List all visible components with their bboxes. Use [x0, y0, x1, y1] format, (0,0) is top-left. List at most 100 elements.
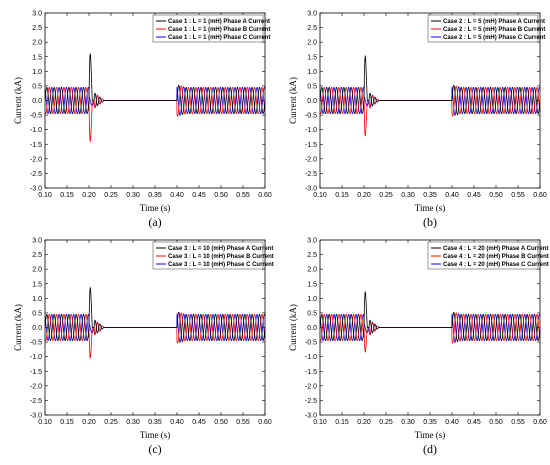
x-tick-label: 0.50 [214, 419, 228, 426]
legend: Case 1 : L = 1 (mH) Phase A Current Case … [152, 14, 270, 43]
series-line-phase-a [45, 53, 265, 116]
y-tick-label: 3.0 [32, 238, 42, 245]
y-tick-label: -0.5 [305, 113, 317, 120]
y-tick-label: -2.0 [305, 156, 317, 163]
y-tick-label: 3.0 [307, 11, 317, 18]
legend-entry: Case 4 : L = 20 (mH) Phase A Current [443, 246, 548, 252]
legend: Case 3 : L = 10 (mH) Phase A Current Case… [152, 241, 274, 270]
y-tick-label: -2.5 [305, 398, 317, 405]
y-axis-label: Current (kA) [288, 304, 298, 351]
y-tick-label: 0.0 [307, 325, 317, 332]
x-tick-label: 0.35 [423, 192, 437, 199]
x-tick-label: 0.60 [533, 192, 547, 199]
chart-panel-2: 0.10 0.15 0.20 0.25 0.30 0.35 0.40 0.45 0.50 0.55… [288, 11, 547, 230]
x-tick-label: 0.30 [401, 192, 415, 199]
x-tick-label: 0.25 [379, 419, 393, 426]
x-tick-label: 0.50 [214, 192, 228, 199]
x-tick-label: 0.35 [148, 192, 162, 199]
y-tick-label: -0.5 [30, 113, 42, 120]
y-tick-label: -1.0 [305, 127, 317, 134]
panel-label: (a) [148, 215, 161, 229]
y-tick-label: 2.5 [32, 252, 42, 259]
x-tick-label: 0.20 [82, 192, 96, 199]
x-tick-label: 0.55 [511, 192, 525, 199]
series-line-phase-b [45, 85, 265, 143]
x-tick-label: 0.25 [104, 419, 118, 426]
x-tick-label: 0.20 [357, 192, 371, 199]
legend-box [427, 14, 539, 43]
x-tick-label: 0.30 [401, 419, 415, 426]
legend: Case 2 : L = 5 (mH) Phase A Current Case … [427, 14, 545, 43]
y-tick-label: -2.5 [305, 171, 317, 178]
y-tick-label: 0.0 [307, 98, 317, 105]
x-tick-label: 0.10 [313, 192, 327, 199]
y-tick-label: 3.0 [32, 11, 42, 18]
x-tick-label: 0.45 [467, 192, 481, 199]
x-tick-label: 0.35 [148, 419, 162, 426]
y-axis-label: Current (kA) [288, 77, 298, 124]
x-tick-label: 0.15 [60, 192, 74, 199]
x-tick-label: 0.25 [379, 192, 393, 199]
y-tick-label: 0.5 [32, 310, 42, 317]
x-tick-label: 0.60 [258, 419, 272, 426]
y-tick-label: -2.5 [30, 398, 42, 405]
y-axis-label: Current (kA) [13, 304, 23, 351]
chart-panel-1: 0.10 0.15 0.20 0.25 0.30 0.35 0.40 0.45 0.50 0.55… [13, 11, 272, 230]
series-line-phase-b [320, 312, 540, 353]
legend-entry: Case 1 : L = 1 (mH) Phase B Current [168, 27, 270, 33]
y-tick-label: 2.5 [32, 25, 42, 32]
y-tick-label: 1.0 [32, 69, 42, 76]
panel-label: (c) [148, 442, 161, 456]
series-line-phase-a [320, 290, 540, 343]
x-tick-label: 0.15 [335, 192, 349, 199]
x-tick-label: 0.10 [38, 419, 52, 426]
y-tick-label: -0.5 [305, 340, 317, 347]
y-tick-label: 0.0 [32, 325, 42, 332]
y-tick-label: 0.5 [32, 83, 42, 90]
legend-entry: Case 2 : L = 5 (mH) Phase B Current [443, 27, 545, 33]
x-tick-label: 0.40 [170, 192, 184, 199]
y-tick-label: -3.0 [305, 186, 317, 193]
y-tick-label: 2.0 [32, 267, 42, 274]
y-tick-label: -1.5 [30, 369, 42, 376]
x-tick-label: 0.50 [489, 419, 503, 426]
series-line-phase-a [320, 54, 540, 116]
y-tick-label: -3.0 [30, 413, 42, 420]
y-tick-label: 2.5 [307, 25, 317, 32]
legend-box [427, 241, 539, 270]
x-tick-label: 0.30 [126, 419, 140, 426]
chart-panel-3: 0.10 0.15 0.20 0.25 0.30 0.35 0.40 0.45 0.50 0.55… [13, 238, 274, 457]
legend: Case 4 : L = 20 (mH) Phase A Current Case… [427, 241, 549, 270]
x-axis-label: Time (s) [140, 430, 170, 440]
x-axis-label: Time (s) [140, 203, 170, 213]
legend-entry: Case 3 : L = 10 (mH) Phase C Current [168, 262, 274, 268]
x-axis-label: Time (s) [415, 203, 445, 213]
x-tick-label: 0.15 [60, 419, 74, 426]
x-tick-label: 0.10 [313, 419, 327, 426]
x-tick-label: 0.55 [511, 419, 525, 426]
x-tick-label: 0.40 [170, 419, 184, 426]
x-tick-label: 0.10 [38, 192, 52, 199]
y-tick-label: -2.0 [30, 156, 42, 163]
y-tick-label: -3.0 [30, 186, 42, 193]
legend-entry: Case 1 : L = 1 (mH) Phase A Current [168, 19, 270, 25]
x-tick-label: 0.50 [489, 192, 503, 199]
legend-box [152, 14, 264, 43]
y-tick-label: 1.5 [32, 281, 42, 288]
y-tick-label: -0.5 [30, 340, 42, 347]
y-tick-label: 1.5 [32, 54, 42, 61]
x-tick-label: 0.45 [192, 419, 206, 426]
x-tick-label: 0.15 [335, 419, 349, 426]
y-tick-label: -2.0 [305, 383, 317, 390]
series-line-phase-b [45, 312, 265, 359]
y-tick-label: 0.5 [307, 310, 317, 317]
y-tick-label: 0.0 [32, 98, 42, 105]
y-tick-label: -1.0 [305, 354, 317, 361]
legend-box [152, 241, 264, 270]
x-tick-label: 0.30 [126, 192, 140, 199]
x-tick-label: 0.35 [423, 419, 437, 426]
y-tick-label: 1.5 [307, 54, 317, 61]
x-tick-label: 0.60 [258, 192, 272, 199]
y-tick-label: -1.0 [30, 127, 42, 134]
y-tick-label: 0.5 [307, 83, 317, 90]
